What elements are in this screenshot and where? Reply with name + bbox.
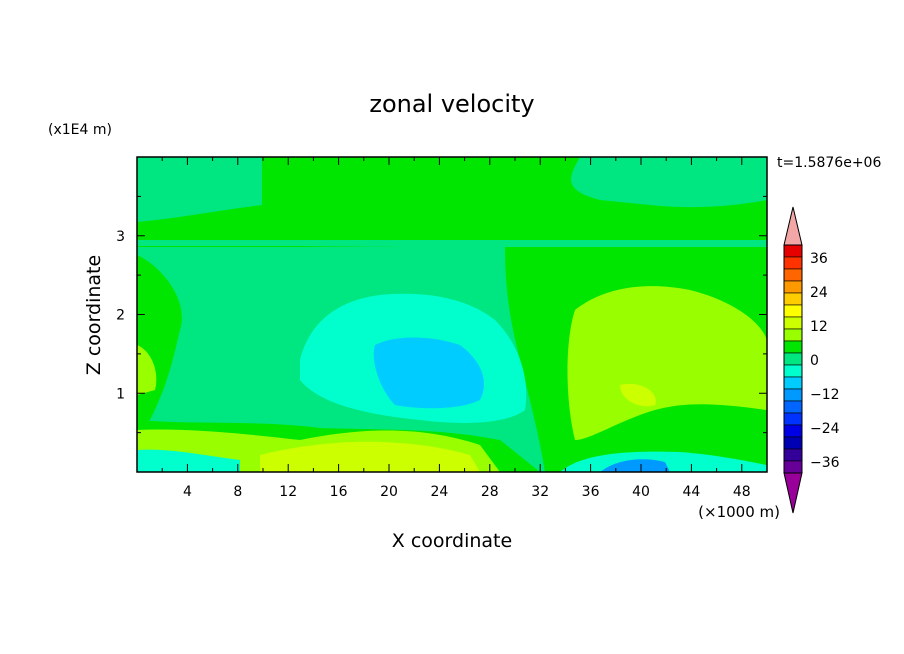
colorbar-segment bbox=[783, 244, 803, 258]
colorbar-segment bbox=[783, 292, 803, 306]
colorbar-label: −12 bbox=[810, 387, 840, 403]
colorbar-segment bbox=[783, 460, 803, 474]
colorbar-segment bbox=[783, 304, 803, 318]
contour-field bbox=[137, 157, 767, 472]
time-label: t=1.5876e+06 bbox=[777, 155, 881, 171]
colorbar-label: 36 bbox=[810, 251, 828, 267]
x-tick-label: 24 bbox=[430, 484, 448, 500]
y-axis-label: Z coordinate bbox=[83, 255, 105, 375]
bottom-left-negative bbox=[137, 449, 240, 472]
left-positive-patch bbox=[137, 345, 157, 395]
x-tick-label: 12 bbox=[279, 484, 297, 500]
colorbar-label: 24 bbox=[810, 285, 828, 301]
colorbar-segment bbox=[783, 268, 803, 282]
x-tick-label: 36 bbox=[582, 484, 600, 500]
colorbar-labels: 36 24 12 0 −12 −24 −36 bbox=[810, 251, 840, 471]
colorbar-segment bbox=[783, 256, 803, 270]
colorbar-top-arrow bbox=[783, 206, 803, 246]
x-tick-label: 32 bbox=[531, 484, 549, 500]
axis-ticks bbox=[137, 157, 767, 472]
x-tick-label: 48 bbox=[733, 484, 751, 500]
colorbar-segment bbox=[783, 448, 803, 462]
colorbar-segment bbox=[783, 328, 803, 342]
y-tick-label: 3 bbox=[116, 229, 125, 245]
x-tick-label: 8 bbox=[233, 484, 242, 500]
x-tick-label: 28 bbox=[481, 484, 499, 500]
y-tick-label: 2 bbox=[116, 308, 125, 324]
colorbar-segment bbox=[783, 376, 803, 390]
x-tick-label: 16 bbox=[330, 484, 348, 500]
bottom-center-max bbox=[260, 441, 480, 472]
colorbar-segment bbox=[783, 388, 803, 402]
x-axis-label: X coordinate bbox=[392, 530, 512, 552]
colorbar bbox=[783, 206, 803, 514]
x-tick-label: 44 bbox=[682, 484, 700, 500]
colorbar-segment bbox=[783, 280, 803, 294]
colorbar-label: 12 bbox=[810, 319, 828, 335]
x-tick-label: 4 bbox=[183, 484, 192, 500]
central-core bbox=[373, 337, 484, 409]
colorbar-segment bbox=[783, 436, 803, 450]
x-tick-label: 20 bbox=[380, 484, 398, 500]
colorbar-bottom-arrow bbox=[783, 472, 803, 514]
colorbar-segment bbox=[783, 364, 803, 378]
colorbar-frame bbox=[783, 244, 803, 474]
colorbar-label: −36 bbox=[810, 455, 840, 471]
upper-band-gap bbox=[137, 240, 767, 246]
bottom-right-minimum bbox=[600, 459, 670, 472]
colorbar-segment bbox=[783, 412, 803, 426]
chart-title: zonal velocity bbox=[369, 90, 534, 118]
right-positive-max bbox=[620, 383, 656, 407]
colorbar-label: −24 bbox=[810, 421, 840, 437]
colorbar-segment bbox=[783, 340, 803, 354]
y-tick-label: 1 bbox=[116, 386, 125, 402]
right-positive-region bbox=[567, 286, 767, 440]
colorbar-label: 0 bbox=[810, 353, 819, 369]
colorbar-segment bbox=[783, 400, 803, 414]
colorbar-segment bbox=[783, 352, 803, 366]
colorbar-segment bbox=[783, 424, 803, 438]
upper-band bbox=[137, 157, 767, 247]
colorbar-segment bbox=[783, 316, 803, 330]
x-tick-label: 40 bbox=[632, 484, 650, 500]
y-unit-label: (x1E4 m) bbox=[48, 122, 112, 138]
x-unit-label: (×1000 m) bbox=[698, 503, 780, 521]
